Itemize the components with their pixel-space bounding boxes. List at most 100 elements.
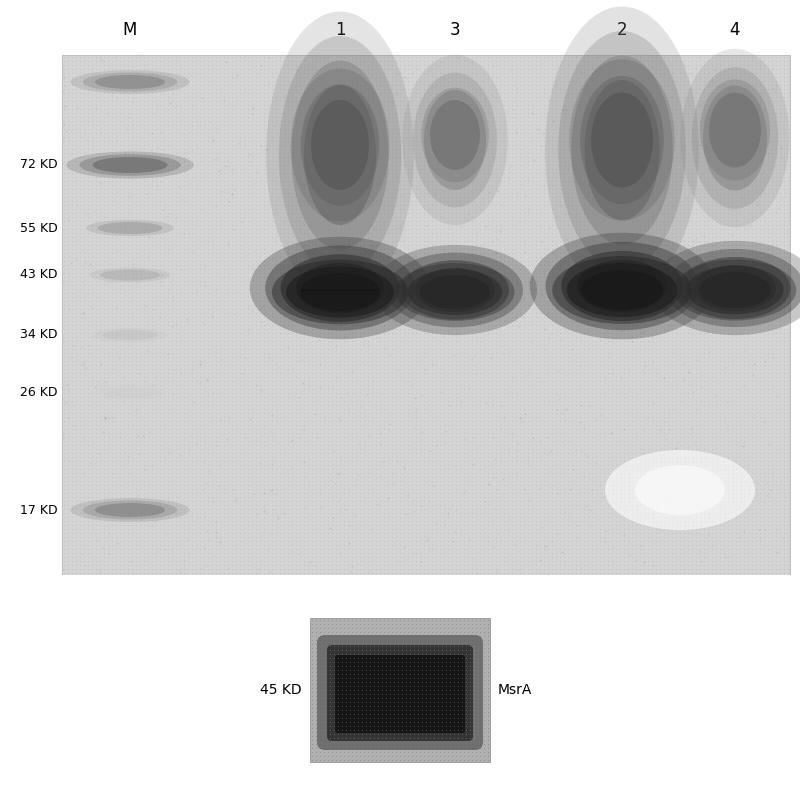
Point [494, 282, 506, 295]
Point [246, 163, 258, 176]
Point [402, 486, 414, 499]
Point [754, 243, 766, 255]
Point [686, 163, 698, 176]
Point [350, 670, 362, 683]
Point [186, 243, 198, 255]
Point [530, 443, 542, 456]
Point [490, 111, 502, 123]
Point [778, 467, 790, 479]
Point [158, 502, 170, 515]
Point [402, 630, 414, 642]
Point [202, 171, 214, 184]
Point [538, 414, 550, 427]
Point [778, 218, 790, 231]
Point [98, 435, 110, 448]
Point [770, 422, 782, 435]
Point [186, 543, 198, 555]
Point [314, 713, 326, 726]
Point [618, 558, 630, 571]
Point [360, 656, 373, 668]
Point [486, 55, 498, 67]
Point [126, 247, 138, 259]
Point [98, 346, 110, 359]
Point [336, 652, 349, 664]
Point [422, 290, 434, 303]
Point [282, 403, 294, 415]
Point [434, 199, 446, 211]
Point [542, 447, 554, 460]
Point [350, 447, 362, 460]
Point [722, 131, 734, 143]
Point [438, 507, 450, 520]
Point [746, 271, 758, 283]
Point [566, 255, 578, 267]
Point [374, 251, 386, 263]
Point [298, 375, 310, 388]
Point [574, 486, 586, 499]
Point [370, 319, 382, 331]
Point [750, 55, 762, 67]
Point [270, 155, 282, 168]
Point [106, 155, 118, 168]
Point [467, 687, 480, 700]
Point [98, 187, 110, 199]
Point [218, 395, 230, 407]
Point [246, 323, 258, 335]
Point [318, 343, 330, 355]
Point [378, 259, 390, 271]
Point [350, 455, 362, 467]
Point [642, 307, 654, 320]
Point [426, 134, 438, 147]
Point [554, 199, 566, 211]
Point [318, 231, 330, 244]
Point [466, 367, 478, 380]
Point [526, 483, 538, 495]
Point [226, 483, 238, 495]
Point [610, 271, 622, 283]
Point [306, 263, 318, 275]
Point [494, 471, 506, 483]
Point [426, 467, 438, 479]
Point [430, 206, 442, 219]
Point [742, 70, 754, 83]
Point [390, 558, 402, 571]
Ellipse shape [93, 328, 167, 342]
Point [290, 395, 302, 407]
Point [106, 343, 118, 355]
Point [634, 199, 646, 211]
Point [150, 490, 162, 503]
Point [622, 451, 634, 464]
Point [542, 395, 554, 407]
Point [622, 430, 634, 443]
Point [430, 350, 442, 363]
Point [342, 519, 354, 532]
Point [330, 702, 342, 714]
Point [419, 668, 432, 680]
Point [618, 59, 630, 71]
Point [74, 259, 86, 271]
Point [250, 107, 262, 119]
Point [530, 455, 542, 467]
Point [558, 486, 570, 499]
Point [150, 307, 162, 320]
Point [718, 123, 730, 135]
Point [526, 319, 538, 331]
Point [114, 227, 126, 240]
Point [302, 566, 314, 579]
Point [58, 99, 70, 112]
Point [754, 315, 766, 327]
Point [278, 179, 290, 191]
Point [150, 214, 162, 227]
Point [462, 483, 474, 495]
Point [214, 142, 226, 155]
Point [774, 295, 786, 308]
Point [102, 191, 114, 203]
Point [610, 214, 622, 227]
Point [270, 490, 282, 503]
Point [106, 223, 118, 236]
Point [418, 70, 430, 83]
Point [630, 83, 642, 96]
Point [86, 539, 98, 551]
Point [354, 371, 366, 384]
Point [234, 562, 246, 575]
